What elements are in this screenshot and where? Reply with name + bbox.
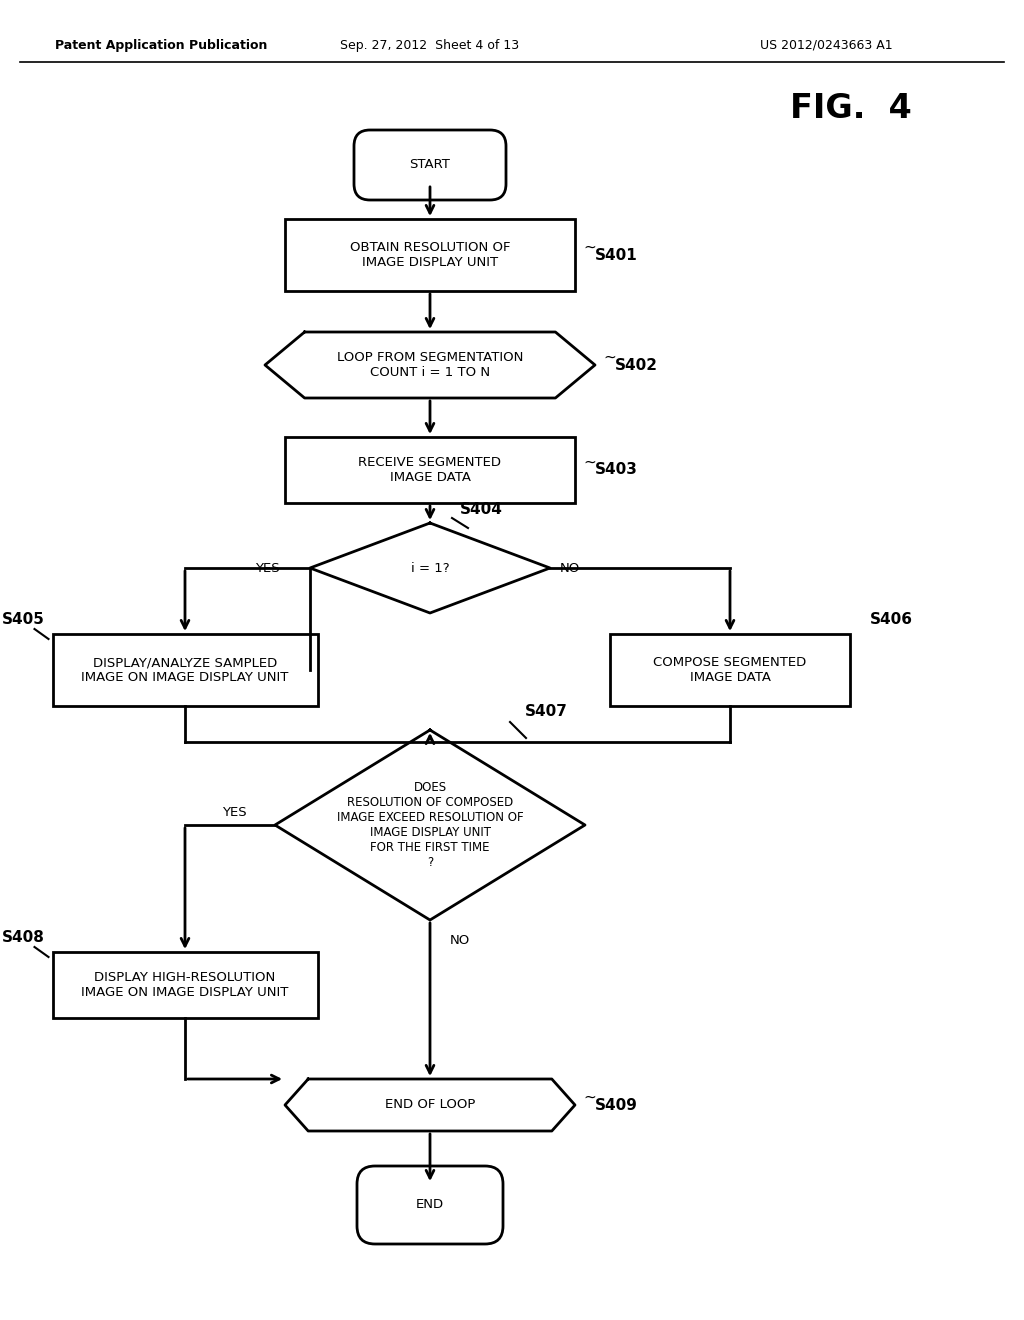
FancyBboxPatch shape	[610, 634, 850, 706]
Text: COMPOSE SEGMENTED
IMAGE DATA: COMPOSE SEGMENTED IMAGE DATA	[653, 656, 807, 684]
Text: END: END	[416, 1199, 444, 1212]
Polygon shape	[265, 333, 595, 399]
Text: YES: YES	[255, 561, 280, 574]
Text: Sep. 27, 2012  Sheet 4 of 13: Sep. 27, 2012 Sheet 4 of 13	[340, 38, 519, 51]
Text: S402: S402	[615, 358, 658, 372]
Text: YES: YES	[222, 807, 247, 820]
Text: START: START	[410, 158, 451, 172]
Text: ~: ~	[603, 350, 615, 364]
Text: RECEIVE SEGMENTED
IMAGE DATA: RECEIVE SEGMENTED IMAGE DATA	[358, 455, 502, 484]
Text: ~: ~	[583, 239, 596, 255]
FancyBboxPatch shape	[285, 219, 575, 290]
Polygon shape	[285, 1078, 575, 1131]
FancyBboxPatch shape	[357, 1166, 503, 1243]
Polygon shape	[275, 730, 585, 920]
Text: NO: NO	[450, 933, 470, 946]
Text: END OF LOOP: END OF LOOP	[385, 1098, 475, 1111]
FancyBboxPatch shape	[52, 952, 317, 1018]
Text: ~: ~	[583, 454, 596, 470]
Text: FIG.  4: FIG. 4	[790, 91, 911, 124]
Text: S405: S405	[2, 612, 44, 627]
Text: S407: S407	[525, 705, 568, 719]
Text: Patent Application Publication: Patent Application Publication	[55, 38, 267, 51]
FancyBboxPatch shape	[285, 437, 575, 503]
Text: S409: S409	[595, 1097, 638, 1113]
Text: S408: S408	[2, 931, 44, 945]
Text: OBTAIN RESOLUTION OF
IMAGE DISPLAY UNIT: OBTAIN RESOLUTION OF IMAGE DISPLAY UNIT	[350, 242, 510, 269]
Text: DOES
RESOLUTION OF COMPOSED
IMAGE EXCEED RESOLUTION OF
IMAGE DISPLAY UNIT
FOR TH: DOES RESOLUTION OF COMPOSED IMAGE EXCEED…	[337, 781, 523, 869]
Text: LOOP FROM SEGMENTATION
COUNT i = 1 TO N: LOOP FROM SEGMENTATION COUNT i = 1 TO N	[337, 351, 523, 379]
Text: S401: S401	[595, 248, 638, 263]
FancyBboxPatch shape	[52, 634, 317, 706]
Polygon shape	[310, 523, 550, 612]
Text: DISPLAY/ANALYZE SAMPLED
IMAGE ON IMAGE DISPLAY UNIT: DISPLAY/ANALYZE SAMPLED IMAGE ON IMAGE D…	[81, 656, 289, 684]
Text: US 2012/0243663 A1: US 2012/0243663 A1	[760, 38, 893, 51]
Text: S406: S406	[870, 612, 913, 627]
Text: S404: S404	[460, 502, 503, 516]
Text: S403: S403	[595, 462, 638, 478]
Text: NO: NO	[560, 561, 581, 574]
Text: i = 1?: i = 1?	[411, 561, 450, 574]
Text: DISPLAY HIGH-RESOLUTION
IMAGE ON IMAGE DISPLAY UNIT: DISPLAY HIGH-RESOLUTION IMAGE ON IMAGE D…	[81, 972, 289, 999]
FancyBboxPatch shape	[354, 129, 506, 201]
Text: ~: ~	[583, 1089, 596, 1105]
